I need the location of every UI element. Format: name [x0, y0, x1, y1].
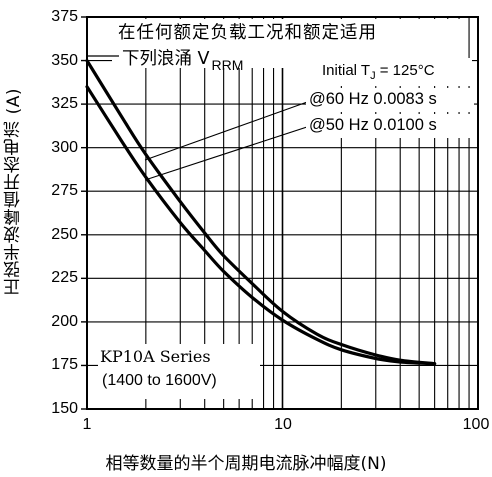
y-tick-label: 250 [51, 226, 78, 243]
x-tick-label: 1 [82, 416, 92, 433]
header-line-1: 在任何额定负载工况和额定适用 [118, 23, 377, 43]
y-tick-label: 150 [51, 400, 78, 417]
x-axis-title: 相等数量的半个周期电流脉冲幅度(N) [105, 454, 387, 474]
x-tick-label: 10 [274, 416, 292, 433]
tj-subscript: J [370, 70, 376, 82]
series-name: KP10A Series [100, 347, 211, 366]
y-tick-label: 275 [51, 182, 78, 199]
y-tick-label: 350 [51, 52, 78, 69]
label-bg-60hz [306, 88, 474, 112]
x-tick-label: 100 [462, 416, 490, 433]
leader-line-60hz [144, 100, 311, 161]
initial-tj-text: Initial T [322, 62, 371, 79]
surge-curves [85, 59, 437, 366]
initial-tj-label: Initial TJ = 125°C [322, 62, 435, 82]
tj-value: = 125°C [375, 62, 435, 79]
y-tick-label: 300 [51, 139, 78, 156]
label-bg-tj [318, 58, 472, 86]
label-60hz: @60 Hz 0.0083 s [309, 90, 437, 108]
voltage-range: (1400 to 1600V) [102, 372, 217, 389]
y-axis-title: 正弦半波峰值开态电流 (A) [4, 88, 24, 296]
header-line-2-text: 下列浪涌 V [122, 49, 210, 69]
curve-50hz [85, 85, 437, 366]
curve-60hz [85, 59, 437, 366]
plot-area-border [86, 16, 479, 410]
y-tick-label: 175 [51, 356, 78, 373]
y-tick-label: 225 [51, 269, 78, 286]
label-50hz: @50 Hz 0.0100 s [309, 116, 437, 134]
leader-line-50hz [144, 125, 311, 181]
header-subscript: RRM [211, 57, 244, 73]
y-tick-label: 200 [51, 313, 78, 330]
label-bg-50hz [306, 114, 474, 138]
header-line-2: 下列浪涌 V RRM [122, 45, 244, 73]
y-tick-label: 375 [51, 8, 78, 25]
y-tick-label: 325 [51, 95, 78, 112]
series-box-bg [98, 344, 260, 399]
